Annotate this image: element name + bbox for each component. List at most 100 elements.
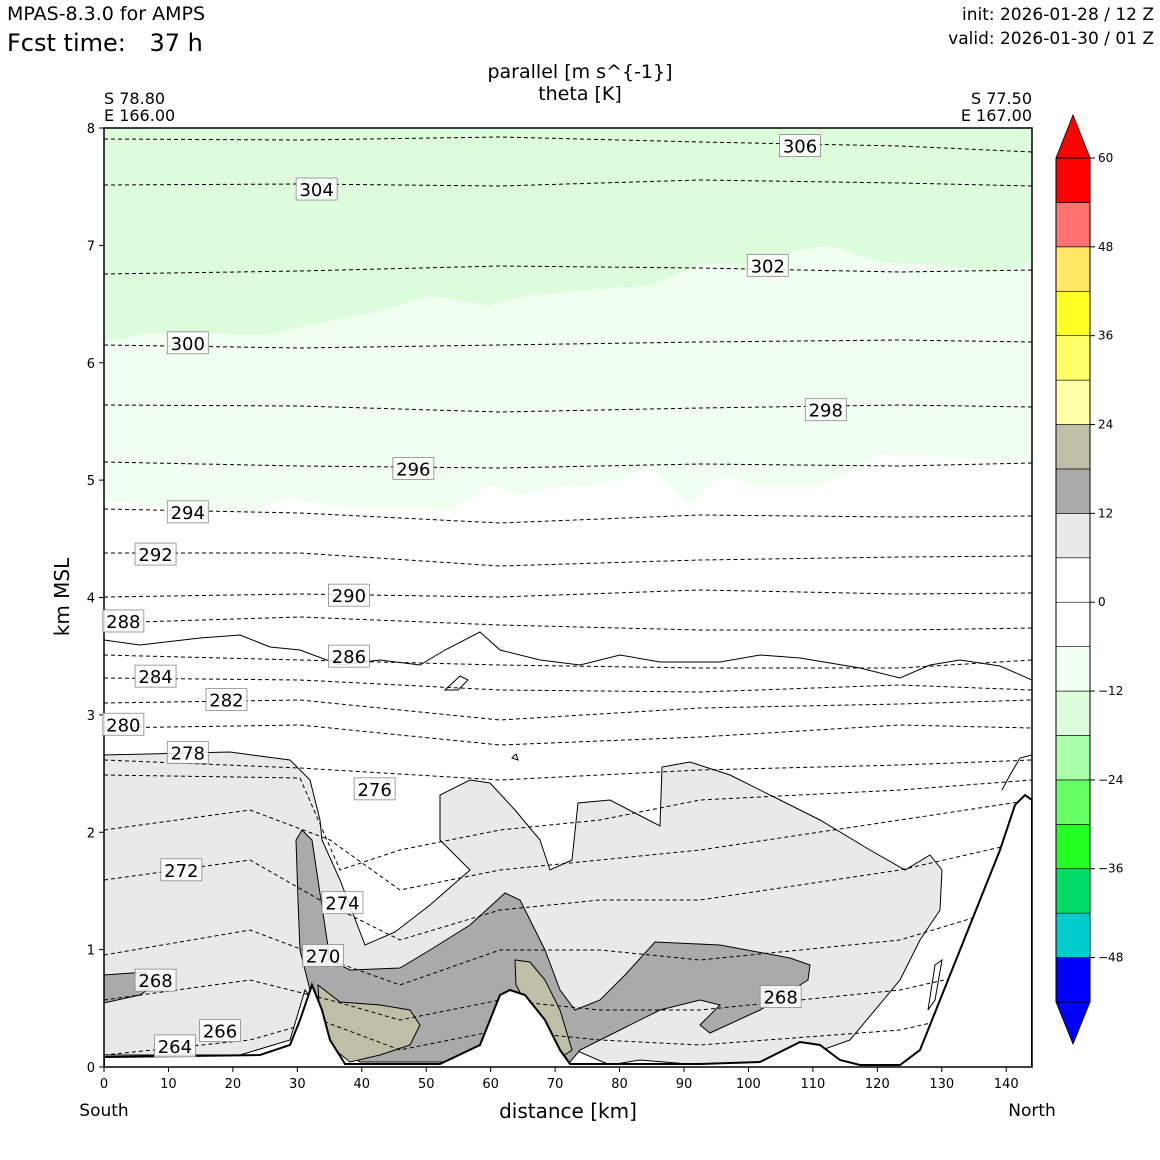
colorbar-tick-label: −24 [1098, 773, 1123, 787]
colorbar-tick-label: 12 [1098, 506, 1113, 520]
theta-label-box [327, 583, 370, 607]
colorbar-segment [1055, 157, 1091, 203]
colorbar-segment [1055, 779, 1091, 825]
theta-contour-labels: 306 304 302 300 298 296 294 292 290 288 286 284 282 2… [102, 134, 847, 1058]
fcst-time-value: 37 h [149, 29, 203, 57]
terrain-ground [104, 793, 1032, 1067]
colorbar-tick-label: −48 [1098, 951, 1123, 965]
x-tick-label: 20 [225, 1077, 242, 1092]
colorbar-tick-label: 24 [1098, 418, 1113, 432]
theta-contour-label: 282 [209, 691, 243, 712]
theta-label-box [166, 331, 209, 355]
colorbar-segment [1055, 513, 1091, 559]
colorbar-tick-label: 60 [1098, 151, 1113, 165]
chart-title-line1: parallel [m s^{-1}] [487, 61, 673, 83]
colorbar-min-arrow [1055, 1001, 1091, 1046]
plot-area [104, 128, 1032, 1067]
theta-contour-label: 264 [158, 1037, 192, 1058]
colorbar-segment [1055, 202, 1091, 248]
colorbar-segment [1055, 690, 1091, 736]
theta-isentropes-lower [104, 654, 1032, 1056]
left-endpoint-lat: S 78.80 [104, 89, 166, 108]
theta-label-box [779, 134, 821, 158]
theta-contour-label: 294 [171, 503, 205, 524]
colorbar-segment [1055, 824, 1091, 870]
theta-contour-label: 302 [751, 256, 785, 277]
theta-contour-label: 288 [106, 612, 140, 633]
colorbar-segment [1055, 646, 1091, 692]
theta-contour-label: 298 [809, 401, 843, 422]
x-axis-label: distance [km] [499, 1099, 637, 1123]
theta-contour-label: 300 [171, 334, 205, 355]
x-axis-ticks: 0 10 20 30 40 50 60 70 80 90 100 110 120 130 140 [100, 1067, 1019, 1092]
theta-label-box [804, 398, 847, 422]
init-time: init: 2026-01-28 / 12 Z [961, 5, 1154, 25]
theta-contour-label: 304 [299, 180, 333, 201]
colorbar-segment [1055, 601, 1091, 647]
y-tick-label: 6 [87, 357, 95, 372]
y-tick-label: 8 [87, 122, 95, 137]
fcst-time-label: Fcst time: 37 h [7, 29, 203, 57]
theta-label-box [134, 968, 177, 992]
colorbar-frame [1055, 157, 1091, 1003]
theta-contour-label: 290 [332, 586, 366, 607]
colorbar-tick-label: 36 [1098, 329, 1113, 343]
model-title: MPAS-8.3.0 for AMPS [7, 3, 206, 25]
x-tick-label: 60 [482, 1077, 499, 1092]
theta-contour-label: 268 [763, 988, 797, 1009]
theta-contour-label: 274 [325, 894, 359, 915]
wind-contour-minor [443, 675, 1032, 1011]
colorbar-tick-label: −12 [1098, 684, 1123, 698]
theta-label-box [327, 644, 370, 668]
theta-label-box [134, 542, 177, 566]
colorbar: 60 48 36 24 12 0 −12 −24 −36 −48 [1055, 113, 1123, 1046]
chart-title-line2: theta [K] [538, 83, 622, 105]
theta-contour-label: 272 [164, 861, 198, 882]
colorbar-tick-label: 48 [1098, 240, 1113, 254]
theta-label-box [102, 609, 145, 633]
theta-label-box [321, 891, 364, 915]
colorbar-segment [1055, 335, 1091, 381]
theta-label-box [134, 664, 177, 688]
theta-label-box [353, 777, 396, 801]
y-axis-ticks: 0 1 2 3 4 5 6 7 8 [87, 122, 104, 1076]
theta-contour-label: 284 [138, 667, 172, 688]
x-tick-label: 0 [100, 1077, 108, 1092]
right-endpoint-lon: E 167.00 [960, 106, 1032, 125]
colorbar-segment [1055, 379, 1091, 425]
theta-label-box [153, 1034, 196, 1058]
theta-label-box [746, 253, 789, 277]
colorbar-segment [1055, 557, 1091, 603]
colorbar-segment [1055, 246, 1091, 292]
theta-label-box [166, 500, 209, 524]
theta-contour-label: 306 [783, 137, 817, 158]
x-tick-label: 80 [611, 1077, 628, 1092]
theta-contour-label: 268 [138, 971, 172, 992]
y-tick-label: 5 [87, 474, 95, 489]
x-tick-label: 140 [994, 1077, 1019, 1092]
y-tick-label: 1 [87, 944, 95, 959]
colorbar-segment [1055, 468, 1091, 514]
theta-contour-label: 280 [106, 715, 140, 736]
theta-label-box [160, 858, 203, 882]
theta-contour-label: 286 [332, 647, 366, 668]
theta-label-box [302, 944, 345, 967]
x-tick-label: 50 [418, 1077, 435, 1092]
south-label: South [79, 1101, 129, 1121]
colorbar-tick-label: 0 [1098, 595, 1106, 609]
theta-contour-label: 276 [357, 780, 391, 801]
colorbar-segment [1055, 735, 1091, 781]
theta-label-box [205, 688, 248, 712]
theta-label-box [102, 712, 145, 736]
x-tick-label: 30 [289, 1077, 306, 1092]
colorbar-segment [1055, 957, 1091, 1003]
x-tick-label: 40 [354, 1077, 371, 1092]
theta-label-box [392, 456, 435, 480]
x-tick-label: 120 [865, 1077, 890, 1092]
theta-contour-label: 278 [171, 743, 205, 764]
colorbar-segment [1055, 290, 1091, 336]
left-endpoint-lon: E 166.00 [104, 106, 176, 125]
wind-contour-zero [104, 631, 1032, 681]
wind-region-pale-green [104, 246, 1032, 512]
x-tick-label: 70 [547, 1077, 564, 1092]
